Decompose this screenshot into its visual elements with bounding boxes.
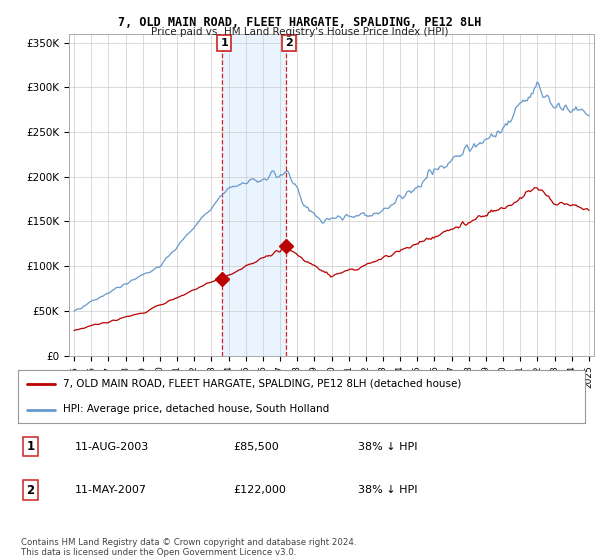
Text: Contains HM Land Registry data © Crown copyright and database right 2024.
This d: Contains HM Land Registry data © Crown c… bbox=[21, 538, 356, 557]
Text: 38% ↓ HPI: 38% ↓ HPI bbox=[358, 486, 418, 495]
Text: 1: 1 bbox=[220, 38, 228, 48]
Text: HPI: Average price, detached house, South Holland: HPI: Average price, detached house, Sout… bbox=[64, 404, 329, 414]
Text: 11-AUG-2003: 11-AUG-2003 bbox=[75, 442, 149, 451]
Text: £85,500: £85,500 bbox=[233, 442, 279, 451]
Bar bbox=[221, 34, 286, 356]
Text: 2: 2 bbox=[26, 484, 35, 497]
Text: 7, OLD MAIN ROAD, FLEET HARGATE, SPALDING, PE12 8LH: 7, OLD MAIN ROAD, FLEET HARGATE, SPALDIN… bbox=[118, 16, 482, 29]
Text: 38% ↓ HPI: 38% ↓ HPI bbox=[358, 442, 418, 451]
Text: £122,000: £122,000 bbox=[233, 486, 286, 495]
Text: 1: 1 bbox=[26, 440, 35, 453]
Text: 11-MAY-2007: 11-MAY-2007 bbox=[75, 486, 146, 495]
Text: Price paid vs. HM Land Registry's House Price Index (HPI): Price paid vs. HM Land Registry's House … bbox=[151, 27, 449, 37]
Text: 2: 2 bbox=[285, 38, 293, 48]
Text: 7, OLD MAIN ROAD, FLEET HARGATE, SPALDING, PE12 8LH (detached house): 7, OLD MAIN ROAD, FLEET HARGATE, SPALDIN… bbox=[64, 379, 462, 389]
